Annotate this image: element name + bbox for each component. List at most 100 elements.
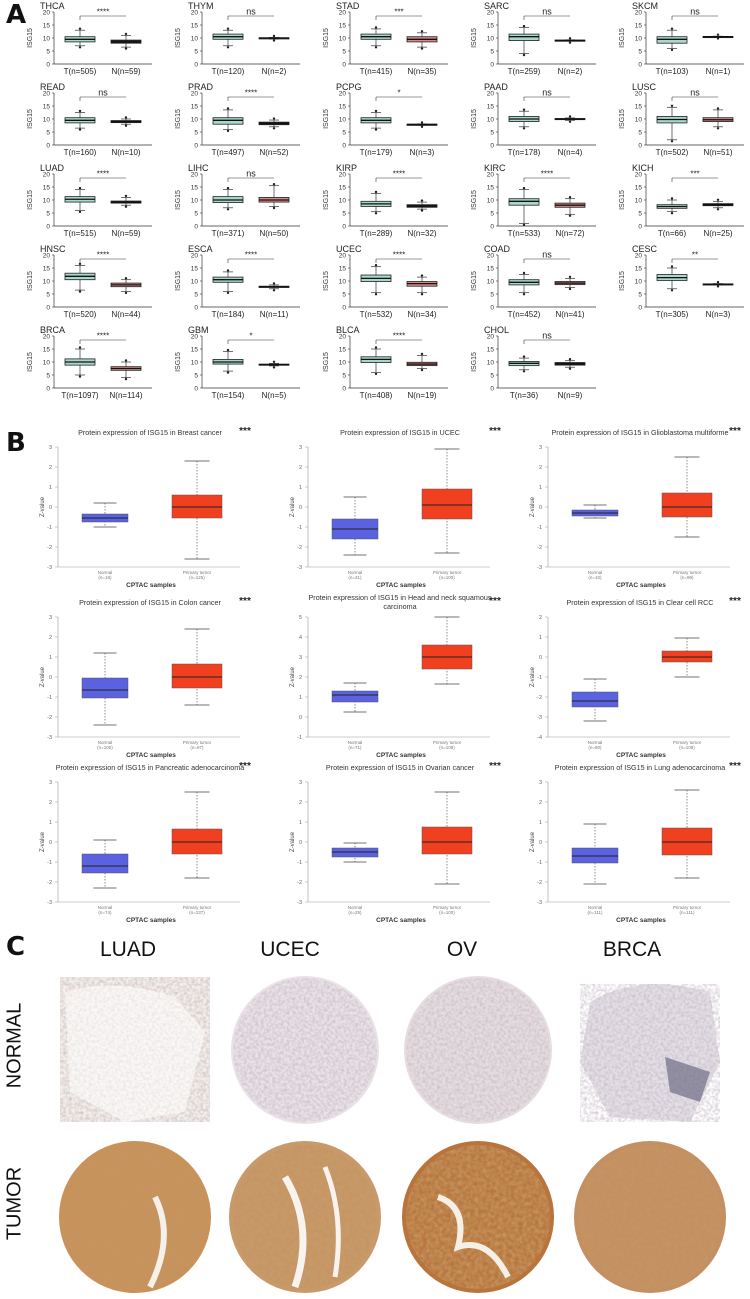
normal-outlier bbox=[716, 208, 720, 211]
plot-title: CESC bbox=[632, 244, 658, 254]
y-tick-label: 15 bbox=[487, 185, 495, 192]
protein-plot-6: Protein expression of ISG15 in Clear cel… bbox=[530, 596, 741, 759]
sig-label: **** bbox=[393, 170, 405, 179]
normal-label: Normal bbox=[348, 740, 363, 745]
y-axis-label: ISG15 bbox=[471, 352, 478, 372]
ihc-tumor-ov bbox=[402, 1141, 554, 1293]
tumor-outlier bbox=[522, 355, 526, 358]
plot-title: SARC bbox=[484, 1, 510, 11]
y-tick-label: 0 bbox=[342, 143, 346, 150]
plot-title: Protein expression of ISG15 in Ovarian c… bbox=[326, 763, 475, 772]
y-tick-label: 10 bbox=[339, 36, 347, 43]
tumor-label: T(n=520) bbox=[64, 310, 97, 319]
tumor-outlier bbox=[374, 128, 378, 131]
normal-label: Normal bbox=[588, 570, 603, 575]
normal-n: (n=80) bbox=[588, 745, 602, 750]
tumor-outlier bbox=[670, 104, 674, 107]
tumor-box bbox=[661, 827, 713, 856]
y-tick-label: 10 bbox=[487, 279, 495, 286]
normal-label: N(n=11) bbox=[260, 310, 289, 319]
y-tick-label: 15 bbox=[191, 185, 199, 192]
x-axis-label: CPTAC samples bbox=[376, 752, 426, 759]
normal-box bbox=[331, 690, 379, 703]
tumor-outlier bbox=[522, 370, 526, 373]
tumor-outlier bbox=[78, 46, 82, 49]
tumor-label: Primary tumor bbox=[433, 570, 462, 575]
sig-label: ns bbox=[98, 88, 108, 98]
protein-plot-4: Protein expression of ISG15 in Colon can… bbox=[40, 596, 251, 759]
y-tick-label: -2 bbox=[297, 545, 302, 551]
tumor-outlier bbox=[374, 346, 378, 349]
tumor-label: T(n=533) bbox=[508, 229, 541, 238]
y-axis-label: ISG15 bbox=[175, 352, 182, 372]
y-tick-label: -2 bbox=[297, 880, 302, 886]
y-tick-label: 0 bbox=[49, 840, 52, 846]
y-tick-label: -2 bbox=[47, 715, 52, 721]
tumor-outlier bbox=[226, 291, 230, 295]
y-tick-label: 0 bbox=[194, 305, 198, 312]
y-tick-label: 15 bbox=[635, 23, 643, 30]
y-tick-label: 5 bbox=[490, 130, 494, 137]
sig-label: **** bbox=[393, 332, 405, 341]
tumor-outlier bbox=[226, 46, 230, 49]
tumor-box bbox=[661, 650, 713, 663]
tumor-label: T(n=154) bbox=[212, 391, 245, 400]
tumor-outlier bbox=[226, 27, 230, 30]
normal-outlier bbox=[420, 293, 424, 296]
tumor-box bbox=[171, 663, 223, 689]
sig-label: ns bbox=[542, 250, 552, 260]
y-tick-label: 2 bbox=[49, 465, 52, 471]
boxplot-chol: CHOL 0 5 10 15 20 ISG15 ns T(n=36) N(n=9) bbox=[471, 325, 596, 400]
x-axis-label: CPTAC samples bbox=[376, 582, 426, 589]
normal-n: (n=100) bbox=[97, 745, 113, 750]
y-tick-label: 5 bbox=[342, 292, 346, 299]
tumor-box bbox=[171, 494, 223, 519]
ihc-tumor-luad bbox=[59, 1141, 211, 1293]
y-tick-label: 5 bbox=[638, 211, 642, 218]
tumor-n: (n=125) bbox=[189, 575, 205, 580]
y-axis-label: ISG15 bbox=[27, 190, 34, 210]
plot-title: PCPG bbox=[336, 82, 362, 92]
y-tick-label: 5 bbox=[46, 49, 50, 56]
tumor-label: T(n=289) bbox=[360, 229, 393, 238]
column-title-ucec: UCEC bbox=[260, 938, 320, 961]
y-tick-label: 3 bbox=[539, 780, 542, 786]
plot-title: Protein expression of ISG15 in Glioblast… bbox=[552, 428, 729, 437]
tumor-outlier bbox=[226, 348, 230, 352]
y-tick-label: 1 bbox=[49, 820, 52, 826]
tumor-label: Primary tumor bbox=[673, 740, 702, 745]
tumor-outlier bbox=[374, 372, 378, 376]
y-tick-label: 15 bbox=[339, 185, 347, 192]
y-tick-label: 20 bbox=[43, 334, 51, 341]
y-tick-label: 10 bbox=[43, 198, 51, 205]
protein-plot-1: Protein expression of ISG15 in Breast ca… bbox=[40, 426, 251, 589]
y-axis-label: Z-value bbox=[40, 666, 46, 687]
plot-title: UCEC bbox=[336, 244, 362, 254]
normal-n: (n=71) bbox=[348, 745, 362, 750]
y-tick-label: 10 bbox=[635, 279, 643, 286]
y-tick-label: 20 bbox=[487, 10, 495, 17]
y-tick-label: 10 bbox=[43, 279, 51, 286]
y-tick-label: 4 bbox=[299, 635, 302, 641]
y-axis-label: ISG15 bbox=[323, 28, 330, 48]
y-tick-label: 20 bbox=[635, 91, 643, 98]
normal-box bbox=[571, 691, 619, 708]
sig-label: ns bbox=[690, 7, 700, 17]
tumor-outlier bbox=[670, 197, 674, 200]
y-tick-label: 20 bbox=[635, 10, 643, 17]
y-tick-label: 20 bbox=[191, 91, 199, 98]
y-tick-label: 3 bbox=[299, 780, 302, 786]
y-axis-label: Z-value bbox=[290, 666, 296, 687]
y-tick-label: 5 bbox=[342, 130, 346, 137]
boxplot-pcpg: PCPG 0 5 10 15 20 ISG15 * T(n=179) N(n=3) bbox=[323, 82, 448, 157]
normal-outlier bbox=[272, 366, 276, 369]
tumor-outlier bbox=[522, 127, 526, 130]
y-tick-label: 15 bbox=[339, 23, 347, 30]
normal-outlier bbox=[124, 47, 128, 50]
plot-title: Protein expression of ISG15 in UCEC bbox=[340, 428, 460, 437]
y-tick-label: 2 bbox=[49, 800, 52, 806]
tumor-outlier bbox=[670, 289, 674, 292]
plot-title: ESCA bbox=[188, 244, 213, 254]
sig-label: **** bbox=[97, 170, 109, 179]
tumor-outlier bbox=[374, 26, 378, 29]
